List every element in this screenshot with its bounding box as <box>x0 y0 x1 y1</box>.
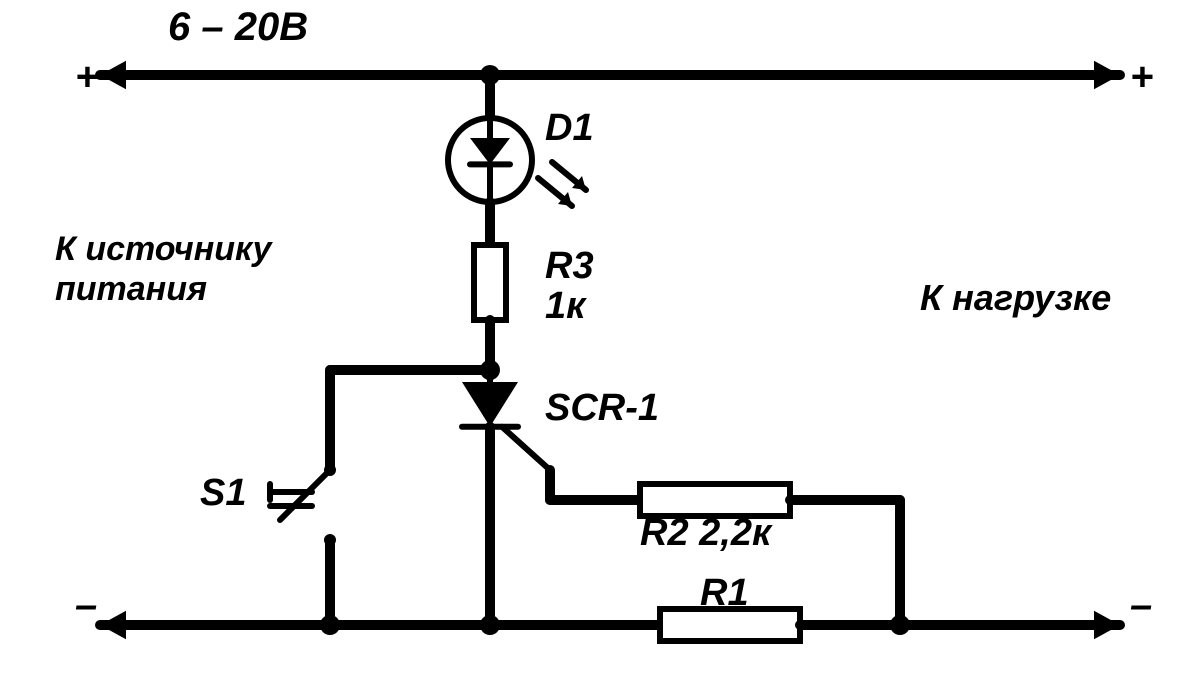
label-scr: SCR-1 <box>545 387 659 429</box>
label-to_source_l1: К источнику <box>55 230 274 268</box>
circuit-schematic: 6 – 20В К источникупитания К нагрузке D1 R31… <box>0 0 1200 675</box>
label-voltage: 6 – 20В <box>168 5 308 49</box>
resistor-r3 <box>474 245 506 320</box>
scr-1 <box>462 382 518 427</box>
label-s1: S1 <box>200 472 246 514</box>
label-to_load: К нагрузке <box>920 277 1111 318</box>
label-minus_right: – <box>1130 583 1152 627</box>
label-plus_right: + <box>1130 55 1153 99</box>
label-minus_left: – <box>75 583 97 627</box>
label-r3: R3 <box>545 245 594 287</box>
label-r3_val: 1к <box>545 285 587 327</box>
label-to_source_l2: питания <box>55 270 207 308</box>
label-r2: R2 2,2к <box>640 512 773 554</box>
label-d1: D1 <box>545 107 594 149</box>
label-r1: R1 <box>700 572 749 614</box>
label-plus_left: + <box>75 55 98 99</box>
